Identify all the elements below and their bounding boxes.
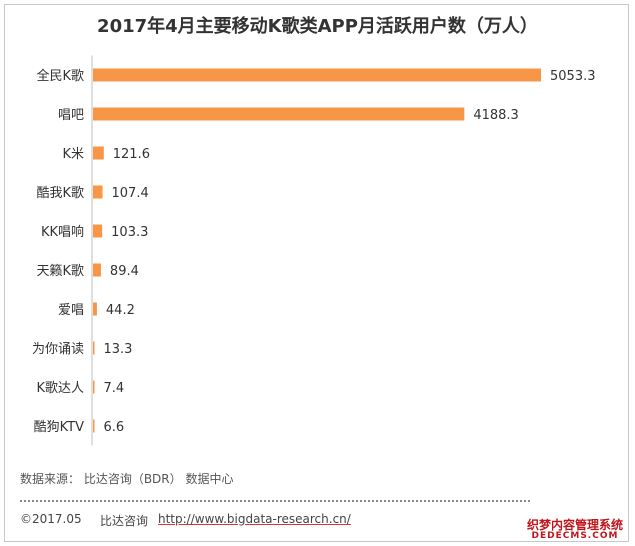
footer-company: 比达咨询 (100, 514, 149, 528)
bar (93, 185, 103, 199)
category-label: 酷狗KTV (34, 420, 84, 435)
bar (93, 107, 465, 121)
category-label: K米 (62, 147, 84, 162)
value-label: 5053.3 (550, 69, 596, 84)
category-label: 天籁K歌 (36, 264, 84, 279)
category-label: KK唱响 (41, 224, 84, 240)
chart-frame (4, 4, 629, 542)
value-label: 13.3 (104, 342, 133, 357)
bar (93, 68, 541, 82)
footer-url-link[interactable]: http://www.bigdata-research.cn/ (158, 512, 351, 526)
watermark-logo: 织梦内容管理系统 DEDECMS.COM (521, 517, 629, 542)
value-label: 89.4 (110, 264, 139, 279)
category-label: K歌达人 (36, 381, 84, 396)
value-label: 4188.3 (473, 108, 519, 123)
footer-divider (20, 500, 530, 502)
value-label: 121.6 (113, 147, 150, 162)
value-label: 6.6 (104, 420, 125, 435)
watermark-line2: DEDECMS.COM (531, 531, 619, 542)
bar (93, 380, 95, 394)
category-label: 全民K歌 (36, 68, 84, 84)
bar-chart: 全民K歌 5053.3 唱吧 4188.3 K米 121.6 酷我K歌 107.4 KK唱响 10… (32, 55, 596, 446)
bar (93, 263, 101, 277)
data-source-note: 数据来源： 比达咨询（BDR） 数据中心 (20, 472, 234, 486)
value-label: 7.4 (104, 381, 125, 396)
value-label: 44.2 (106, 303, 135, 318)
value-label: 107.4 (112, 186, 149, 201)
bar (93, 146, 104, 160)
category-label: 爱唱 (58, 303, 84, 318)
category-label: 酷我K歌 (36, 186, 84, 201)
category-label: 唱吧 (58, 108, 84, 123)
bar (93, 302, 97, 316)
copyright-text: ©2017.05 (20, 512, 82, 526)
bar (93, 224, 103, 238)
category-label: 为你诵读 (32, 342, 84, 357)
bar (93, 341, 95, 355)
chart-title: 2017年4月主要移动K歌类APP月活跃用户数（万人） (97, 16, 538, 37)
value-label: 103.3 (111, 225, 148, 240)
bar (93, 419, 95, 433)
watermark-line1: 织梦内容管理系统 (526, 517, 623, 532)
